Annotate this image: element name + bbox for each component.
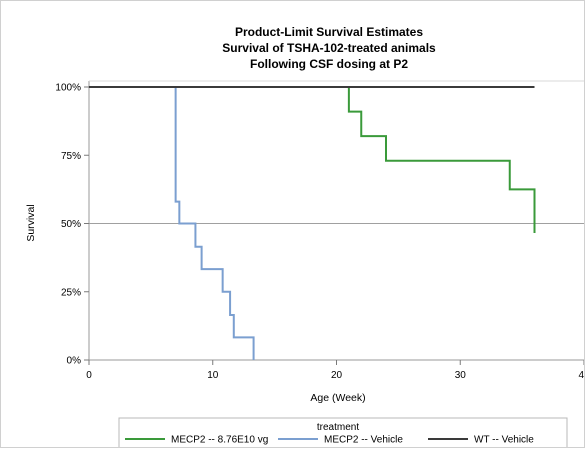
series-line-mecp2-8-76e10-vg	[89, 86, 536, 234]
chart-title-line-2: Survival of TSHA-102-treated animals	[222, 41, 436, 55]
y-tick-label: 0%	[67, 356, 82, 367]
chart-title-line-1: Product-Limit Survival Estimates	[235, 25, 423, 39]
chart-title: Product-Limit Survival Estimates Surviva…	[222, 25, 436, 71]
x-axis-label: Age (Week)	[310, 392, 365, 404]
legend-title: treatment	[317, 422, 359, 433]
y-tick-label: 75%	[61, 151, 81, 162]
y-tick-label: 25%	[61, 287, 81, 298]
legend-entry-label: MECP2 -- Vehicle	[324, 435, 403, 446]
chart-title-line-3: Following CSF dosing at P2	[250, 57, 408, 71]
x-tick-label: 20	[331, 370, 343, 381]
legend-entry-label: MECP2 -- 8.76E10 vg	[171, 435, 268, 446]
y-axis-label: Survival	[25, 204, 37, 241]
legend-entry-label: WT -- Vehicle	[474, 435, 534, 446]
legend: treatment MECP2 -- 8.76E10 vg MECP2 -- Ve…	[118, 417, 568, 452]
x-tick-label: 40	[578, 370, 584, 381]
axis-layer: 0% 25% 50% 75% 100% 0 10 20 30 40	[55, 80, 585, 381]
y-tick-label: 100%	[55, 83, 81, 94]
x-tick-label: 30	[455, 370, 467, 381]
legend-box	[118, 417, 568, 452]
series-line-mecp2-vehicle	[89, 86, 255, 360]
x-tick-label: 0	[86, 370, 92, 381]
legend-items: MECP2 -- 8.76E10 vg MECP2 -- Vehicle WT --…	[125, 435, 534, 446]
series-layer	[89, 86, 536, 360]
x-tick-label: 10	[207, 370, 219, 381]
y-tick-label: 50%	[61, 219, 81, 230]
